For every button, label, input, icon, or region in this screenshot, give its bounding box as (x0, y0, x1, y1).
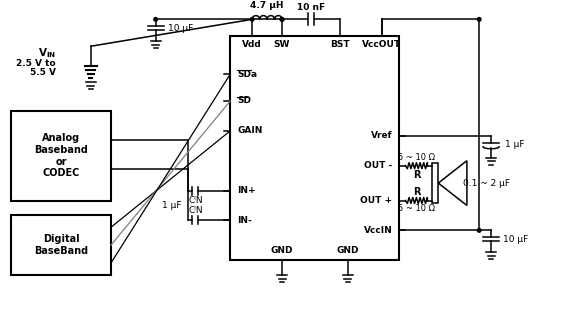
Circle shape (280, 18, 284, 21)
Text: 2.5 V to: 2.5 V to (16, 59, 56, 68)
Text: GND: GND (271, 246, 293, 255)
Text: 1 μF: 1 μF (162, 201, 181, 210)
Polygon shape (438, 161, 467, 206)
Text: SD: SD (237, 96, 251, 105)
Text: VccOUT: VccOUT (362, 40, 401, 49)
Text: VccIN: VccIN (364, 226, 393, 235)
Text: OUT -: OUT - (364, 161, 393, 170)
Circle shape (250, 18, 254, 21)
Text: 0.1 ~ 2 μF: 0.1 ~ 2 μF (463, 179, 510, 188)
Text: 5 ~ 10 Ω: 5 ~ 10 Ω (398, 204, 435, 213)
Text: SW: SW (274, 40, 290, 49)
Text: CᴵN: CᴵN (188, 206, 203, 215)
Text: Vref: Vref (371, 131, 393, 140)
Circle shape (478, 228, 481, 232)
Text: R: R (413, 170, 420, 179)
Text: 10 μF: 10 μF (503, 235, 528, 244)
Bar (11, 215, 111, 275)
Text: $\mathbf{V_{IN}}$: $\mathbf{V_{IN}}$ (38, 46, 56, 60)
Text: Analog
Baseband
or
CODEC: Analog Baseband or CODEC (34, 133, 88, 178)
Circle shape (280, 18, 284, 21)
Bar (230, 36, 400, 260)
Text: GND: GND (336, 246, 359, 255)
Text: Vdd: Vdd (242, 40, 262, 49)
Circle shape (478, 18, 481, 21)
Text: R: R (413, 187, 420, 197)
Text: 4.7 μH: 4.7 μH (250, 1, 284, 10)
Text: 1 μF: 1 μF (505, 140, 525, 149)
Text: 10 μF: 10 μF (167, 24, 193, 33)
Text: Digital
BaseBand: Digital BaseBand (34, 234, 88, 256)
Text: IN+: IN+ (237, 186, 256, 195)
Text: SDa: SDa (237, 69, 257, 79)
Text: BST: BST (330, 40, 350, 49)
Text: OUT +: OUT + (360, 196, 393, 205)
Bar (11, 111, 111, 201)
Text: GAIN: GAIN (237, 126, 263, 135)
Circle shape (154, 18, 157, 21)
Bar (432, 163, 438, 203)
Text: 5.5 V: 5.5 V (30, 68, 56, 77)
Text: IN-: IN- (237, 216, 252, 225)
Text: 5 ~ 10 Ω: 5 ~ 10 Ω (398, 153, 435, 162)
Text: CᴵN: CᴵN (188, 196, 203, 205)
Text: 10 nF: 10 nF (297, 3, 325, 12)
